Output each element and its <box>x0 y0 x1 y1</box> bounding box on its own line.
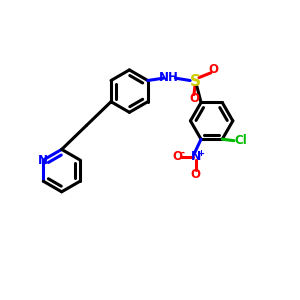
Text: O: O <box>209 63 219 76</box>
Text: O: O <box>172 150 182 164</box>
Text: S: S <box>190 74 201 88</box>
Text: NH: NH <box>159 71 179 84</box>
Text: N: N <box>190 150 201 164</box>
Text: +: + <box>197 149 204 158</box>
Text: N: N <box>38 154 48 166</box>
Text: Cl: Cl <box>234 134 247 147</box>
Text: O: O <box>189 92 199 105</box>
Text: -: - <box>180 148 184 158</box>
Text: O: O <box>191 168 201 181</box>
